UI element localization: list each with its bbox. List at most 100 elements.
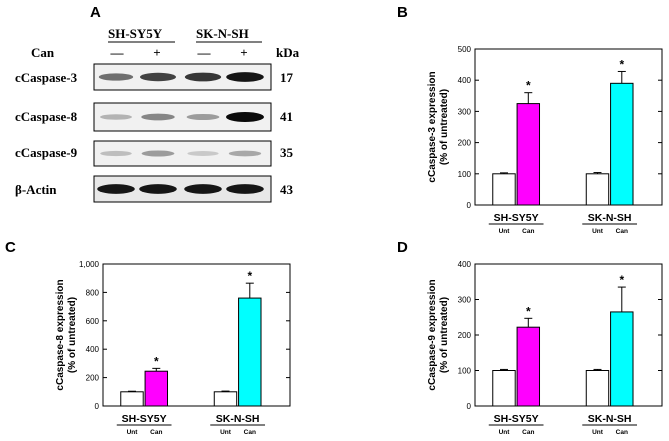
panel-label-b: B <box>397 4 408 21</box>
y-tick-label: 0 <box>467 201 472 210</box>
blot-band <box>226 112 264 122</box>
condition-label: Can <box>244 429 256 436</box>
condition-label: Can <box>616 429 628 436</box>
plot-frame <box>102 263 291 407</box>
y-tick-label: 100 <box>458 367 472 376</box>
y-tick-label: 400 <box>458 76 472 85</box>
y-axis-label: (% of untreated) <box>67 297 78 373</box>
bar <box>610 82 634 206</box>
blot-row-label: cCaspase-9 <box>15 145 78 160</box>
y-tick-label: 800 <box>86 288 100 297</box>
bar <box>492 370 516 407</box>
y-tick-label: 200 <box>458 331 472 340</box>
y-axis-label: cCaspase-8 expression <box>55 279 66 390</box>
blot-kda-value: 35 <box>280 145 294 160</box>
y-tick-label: 300 <box>458 296 472 305</box>
y-axis-label: cCaspase-3 expression <box>427 71 438 182</box>
panel-label-d: D <box>397 239 408 256</box>
plot-frame <box>474 48 663 206</box>
treatment-label: Can <box>31 45 55 60</box>
y-tick-label: 200 <box>86 374 100 383</box>
blot-band <box>100 150 132 157</box>
bar <box>120 391 144 407</box>
y-tick-label: 1,000 <box>79 260 100 269</box>
condition-label: Unt <box>127 429 139 436</box>
condition-label: Can <box>522 228 534 235</box>
y-tick-label: 200 <box>458 139 472 148</box>
significance-star: * <box>619 273 624 287</box>
blot-band <box>187 151 219 156</box>
group-label: SH-SY5Y <box>122 413 167 425</box>
bar <box>585 370 610 407</box>
blot-band <box>140 72 176 82</box>
blot-band <box>186 113 220 121</box>
blot-band <box>100 114 132 120</box>
blot-band <box>97 184 135 194</box>
panel-label-c: C <box>5 239 16 256</box>
blot-kda-value: 43 <box>280 182 294 197</box>
cell-line-label-shsy5y: SH-SY5Y <box>108 26 163 41</box>
condition-label: Unt <box>499 228 511 235</box>
y-axis-label: (% of untreated) <box>439 297 450 373</box>
y-axis-label: cCaspase-9 expression <box>427 279 438 390</box>
blot-row-label: cCaspase-8 <box>15 109 78 124</box>
bar <box>238 297 262 407</box>
bar <box>144 370 169 407</box>
condition-label: Can <box>150 429 162 436</box>
kda-header: kDa <box>276 45 300 60</box>
blot-row-label: cCaspase-3 <box>15 70 78 85</box>
blot-kda-value: 41 <box>280 109 293 124</box>
bar <box>492 173 516 206</box>
blot-band <box>226 72 264 82</box>
condition-label: Unt <box>499 429 511 436</box>
y-tick-label: 400 <box>86 345 100 354</box>
cell-line-label-sknsh: SK-N-SH <box>196 26 249 41</box>
blot-band <box>184 72 222 82</box>
treatment-mark: + <box>153 45 160 60</box>
blot-band <box>139 184 177 194</box>
group-label: SH-SY5Y <box>494 212 539 224</box>
condition-label: Can <box>616 228 628 235</box>
y-tick-label: 100 <box>458 170 472 179</box>
significance-star: * <box>154 354 159 368</box>
y-axis-label: (% of untreated) <box>439 89 450 165</box>
blot-band <box>228 150 262 157</box>
y-tick-label: 0 <box>95 402 100 411</box>
condition-label: Unt <box>592 228 604 235</box>
treatment-mark: — <box>110 45 125 60</box>
bar <box>610 311 634 407</box>
blot-band <box>141 150 175 157</box>
blot-band <box>98 73 134 81</box>
condition-label: Unt <box>220 429 232 436</box>
y-tick-label: 0 <box>467 402 472 411</box>
blot-images <box>93 63 272 203</box>
blot-band <box>141 113 175 121</box>
chart-panel-d: 0 100 200 300 400 cCaspase-9 expression (% of … <box>427 260 663 436</box>
bar <box>585 173 610 206</box>
y-tick-label: 300 <box>458 107 472 116</box>
blot-band <box>184 184 222 194</box>
blot-band <box>226 184 264 194</box>
panel-label-a: A <box>90 4 101 21</box>
significance-star: * <box>526 79 531 93</box>
y-tick-label: 400 <box>458 260 472 269</box>
chart-panel-c: 0 200 400 600 800 1,000 cCaspase-8 expression(… <box>55 260 291 436</box>
group-label: SH-SY5Y <box>494 413 539 425</box>
condition-label: Unt <box>592 429 604 436</box>
bar <box>213 391 238 407</box>
group-label: SK-N-SH <box>588 212 632 224</box>
y-tick-label: 600 <box>86 317 100 326</box>
condition-label: Can <box>522 429 534 436</box>
significance-star: * <box>247 269 252 283</box>
chart-panel-b: 0 100 200 300 400 500 cCaspase-3 expression (% … <box>427 45 663 235</box>
western-blot-panel: SH-SY5Y SK-N-SH Can — + — + kDa cCaspase… <box>15 26 300 203</box>
treatment-mark: + <box>240 45 247 60</box>
treatment-mark: — <box>197 45 212 60</box>
significance-star: * <box>526 304 531 318</box>
bar <box>516 326 541 407</box>
y-tick-label: 500 <box>458 45 472 54</box>
blot-kda-value: 17 <box>280 70 294 85</box>
blot-row-label: β-Actin <box>15 182 57 197</box>
significance-star: * <box>619 57 624 71</box>
